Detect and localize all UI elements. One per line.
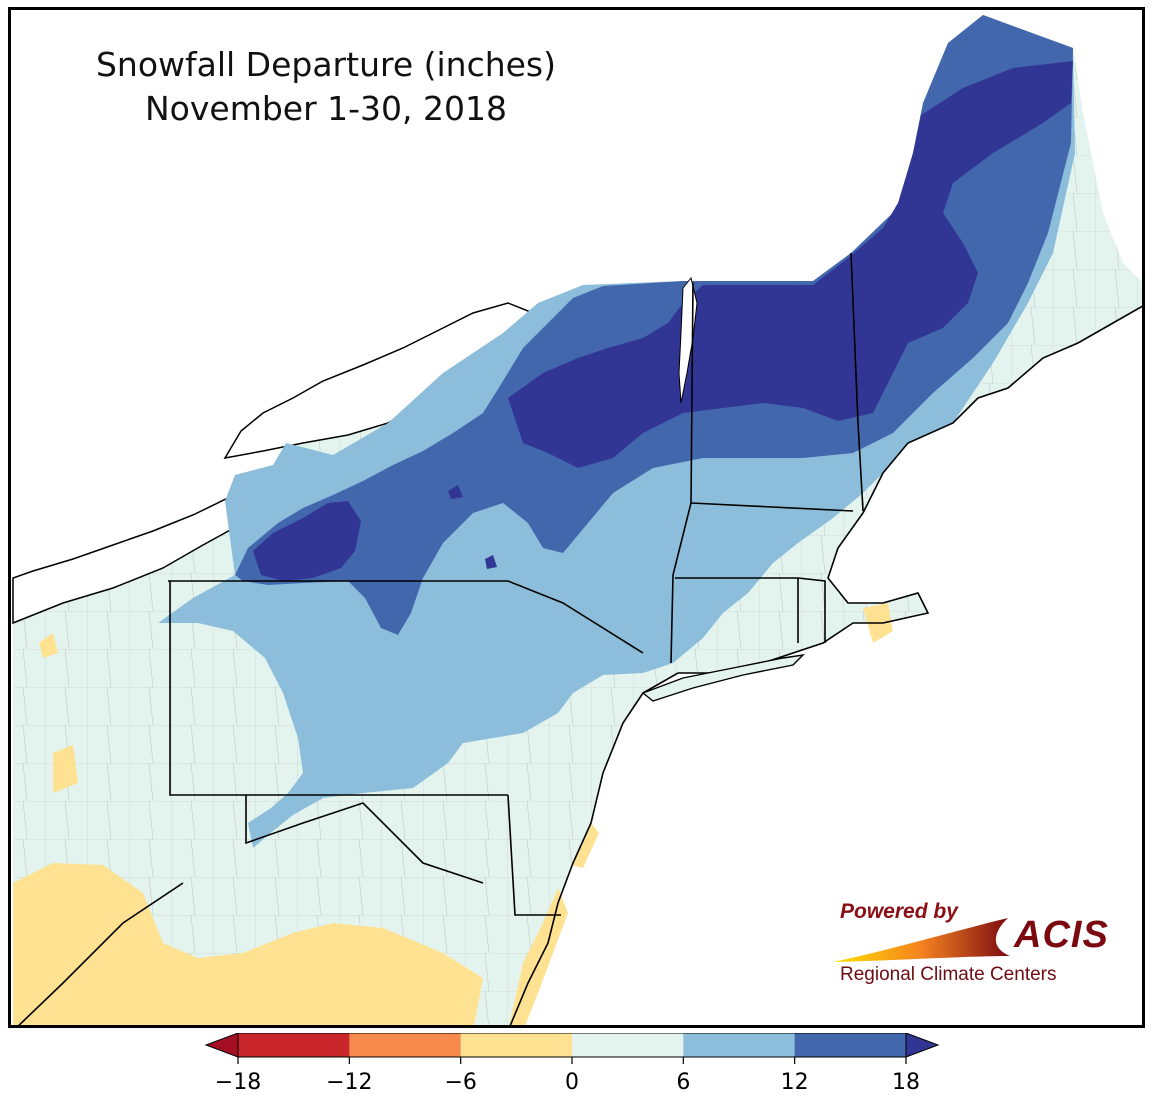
colorbar-bin [349,1033,462,1057]
logo-brand: ACIS [1014,914,1109,956]
colorbar-tick-label: 18 [892,1070,920,1095]
colorbar-legend: −18 −12 −6 0 6 12 18 [204,1033,940,1095]
colorbar-tick-label: −18 [215,1070,261,1095]
colorbar-bin [238,1033,350,1057]
colorbar-tick-label: 12 [781,1070,809,1095]
colorbar-tick-label: −12 [326,1070,372,1095]
colorbar-under-arrow [204,1033,239,1058]
map-subtitle: November 1-30, 2018 [144,89,508,128]
colorbar-tick-label: 6 [676,1070,690,1095]
coastline [509,305,1142,1025]
state-borders [18,252,864,1025]
colorbar-tick-label: 0 [565,1070,579,1095]
snowfall-departure-map: Snowfall Departure (inches) November 1-3… [8,7,1145,1028]
acis-swoosh [833,918,1010,962]
departure-over-18-regions [253,61,1073,581]
map-title: Snowfall Departure (inches) [95,45,557,84]
colorbar-bin [794,1033,907,1057]
map-canvas [12,15,1142,1025]
colorbar-over-arrow [905,1033,940,1058]
lake-ontario [223,302,534,460]
acis-logo: Powered by ACIS Regional Climate Centers [828,898,1118,993]
colorbar-bin [572,1033,684,1057]
long-island [641,653,805,702]
colorbar-bin [683,1033,796,1057]
logo-subtitle: Regional Climate Centers [840,964,1057,985]
colorbar-bin [460,1033,573,1057]
departure-12-18-region [235,15,1073,635]
colorbar-tick-label: −6 [444,1070,476,1095]
logo-powered-by: Powered by [840,900,958,923]
